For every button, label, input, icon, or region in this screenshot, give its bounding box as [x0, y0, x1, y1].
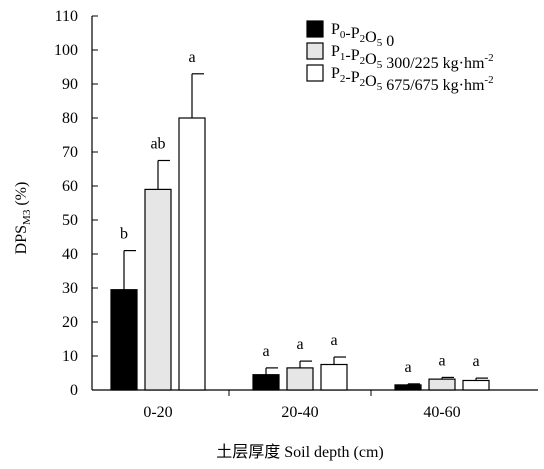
- significance-label: a: [472, 353, 479, 370]
- bar: [286, 367, 314, 391]
- legend-label: P0-P2O5 0: [331, 21, 394, 50]
- legend-swatch: [306, 42, 324, 60]
- y-tick-label: 20: [62, 314, 78, 331]
- y-tick-label: 10: [62, 348, 78, 365]
- y-tick-label: 30: [62, 280, 78, 297]
- axes: 0 10 20 30 40 50 60 70 80 90 100 110 0-20 20-40 40-60: [54, 8, 538, 421]
- y-tick-label: 80: [62, 110, 78, 127]
- legend-swatch: [306, 64, 324, 82]
- y-axis-label: DPSM3 (%): [13, 182, 33, 255]
- legend: P0-P2O5 0P1-P2O5 300/225 kg·hm-2P2-P2O5 …: [306, 20, 494, 94]
- significance-label: a: [262, 343, 269, 360]
- bar: [252, 374, 280, 391]
- y-tick-label: 110: [55, 8, 78, 25]
- x-axis-label: 土层厚度 Soil depth (cm): [216, 443, 384, 461]
- significance-label: ab: [150, 136, 165, 153]
- legend-label: P1-P2O5 300/225 kg·hm-2: [331, 43, 494, 72]
- bar: [144, 188, 172, 391]
- significance-label: a: [188, 49, 195, 66]
- significance-label: a: [438, 352, 445, 369]
- bar: [320, 363, 348, 391]
- significance-label: b: [120, 226, 128, 243]
- bar: [394, 384, 422, 391]
- bar: [462, 379, 490, 391]
- significance-label: a: [404, 359, 411, 376]
- bar: [178, 117, 206, 391]
- significance-label: a: [330, 332, 337, 349]
- legend-label: P2-P2O5 675/675 kg·hm-2: [331, 65, 494, 94]
- y-tick-label: 40: [62, 246, 78, 263]
- y-tick-label: 0: [70, 382, 78, 399]
- category-label: 20-40: [281, 404, 318, 421]
- bars: b a a ab a a a a a: [110, 49, 490, 391]
- significance-label: a: [296, 336, 303, 353]
- bar: [428, 378, 456, 391]
- category-label: 0-20: [143, 404, 172, 421]
- y-tick-label: 50: [62, 212, 78, 229]
- y-tick-label: 90: [62, 76, 78, 93]
- y-tick-label: 70: [62, 144, 78, 161]
- legend-swatch: [306, 20, 324, 38]
- bar: [110, 289, 138, 391]
- category-label: 40-60: [423, 404, 460, 421]
- y-tick-label: 100: [54, 42, 78, 59]
- y-tick-label: 60: [62, 178, 78, 195]
